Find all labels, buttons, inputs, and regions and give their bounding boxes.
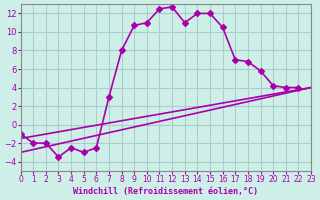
X-axis label: Windchill (Refroidissement éolien,°C): Windchill (Refroidissement éolien,°C) <box>73 187 258 196</box>
